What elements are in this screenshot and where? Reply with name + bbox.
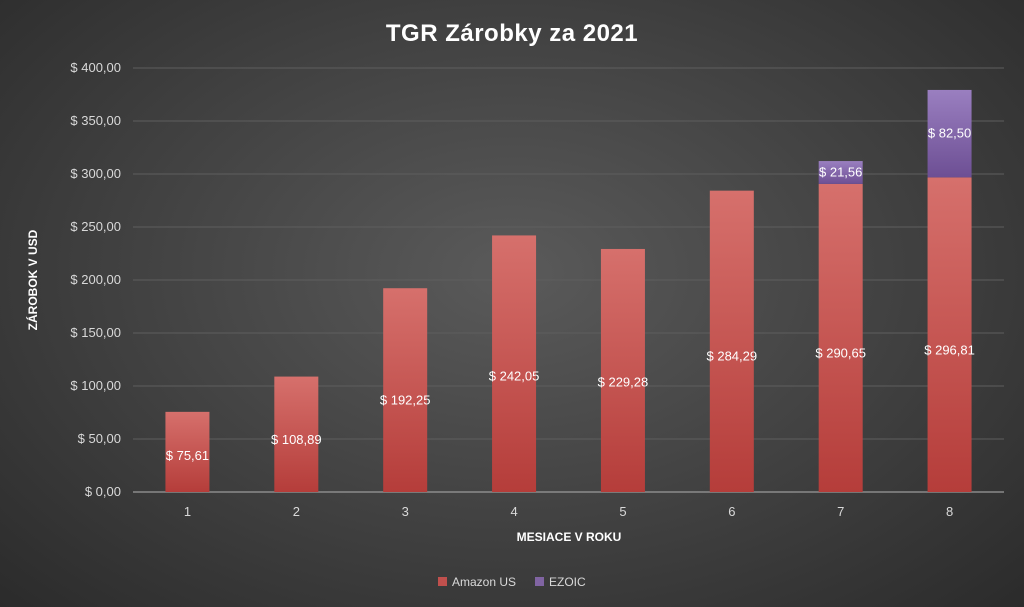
y-tick-label: $ 350,00 bbox=[70, 113, 121, 128]
y-tick-label: $ 0,00 bbox=[85, 484, 121, 499]
bar-amazon-us-1 bbox=[165, 411, 210, 492]
gridlines bbox=[133, 67, 1004, 493]
bar-amazon-us-5 bbox=[600, 248, 645, 492]
bar-amazon-us-6 bbox=[709, 190, 754, 493]
y-tick-label: $ 100,00 bbox=[70, 378, 121, 393]
data-label: $ 296,81 bbox=[924, 342, 975, 357]
x-tick-label: 2 bbox=[293, 504, 300, 519]
legend-swatch-amazon-us bbox=[438, 577, 447, 586]
chart-title: TGR Zárobky za 2021 bbox=[386, 20, 638, 47]
bar-amazon-us-2 bbox=[274, 376, 319, 492]
data-label: $ 82,50 bbox=[928, 126, 971, 141]
bar-ezoic-7 bbox=[818, 161, 863, 184]
data-label: $ 284,29 bbox=[707, 348, 758, 363]
y-tick-label: $ 50,00 bbox=[78, 431, 121, 446]
y-axis: $ 0,00 $ 50,00 $ 100,00 $ 150,00 $ 200,00 $ 2… bbox=[70, 60, 121, 499]
x-tick-label: 8 bbox=[946, 504, 953, 519]
x-tick-label: 7 bbox=[837, 504, 844, 519]
x-axis: 1 2 3 4 5 6 7 8 bbox=[184, 504, 953, 519]
bar-amazon-us-7 bbox=[818, 183, 863, 492]
x-tick-label: 6 bbox=[728, 504, 735, 519]
data-label: $ 108,89 bbox=[271, 432, 322, 447]
y-tick-label: $ 300,00 bbox=[70, 166, 121, 181]
data-label: $ 21,56 bbox=[819, 164, 862, 179]
bar-ezoic-8 bbox=[927, 89, 972, 178]
bar-amazon-us-4 bbox=[492, 235, 537, 492]
x-tick-label: 5 bbox=[619, 504, 626, 519]
legend-label: EZOIC bbox=[549, 575, 586, 589]
data-label: $ 290,65 bbox=[815, 345, 866, 360]
bar-amazon-us-8 bbox=[927, 177, 972, 492]
y-tick-label: $ 200,00 bbox=[70, 272, 121, 287]
y-tick-label: $ 400,00 bbox=[70, 60, 121, 75]
x-tick-label: 3 bbox=[402, 504, 409, 519]
y-axis-title: ZÁROBOK V USD bbox=[25, 229, 40, 330]
bar-amazon-us-3 bbox=[383, 288, 428, 492]
y-tick-label: $ 150,00 bbox=[70, 325, 121, 340]
x-tick-label: 4 bbox=[510, 504, 517, 519]
x-tick-label: 1 bbox=[184, 504, 191, 519]
data-label: $ 75,61 bbox=[166, 448, 209, 463]
legend-label: Amazon US bbox=[452, 575, 516, 589]
legend: Amazon US EZOIC bbox=[438, 575, 586, 589]
data-label: $ 229,28 bbox=[598, 375, 649, 390]
legend-swatch-ezoic bbox=[535, 577, 544, 586]
data-labels: $ 75,61 $ 108,89 $ 192,25 $ 242,05 $ 229,28 $… bbox=[166, 126, 975, 463]
x-axis-title: MESIACE V ROKU bbox=[517, 530, 622, 544]
y-tick-label: $ 250,00 bbox=[70, 219, 121, 234]
data-label: $ 192,25 bbox=[380, 392, 431, 407]
bars bbox=[165, 89, 972, 493]
data-label: $ 242,05 bbox=[489, 369, 540, 384]
